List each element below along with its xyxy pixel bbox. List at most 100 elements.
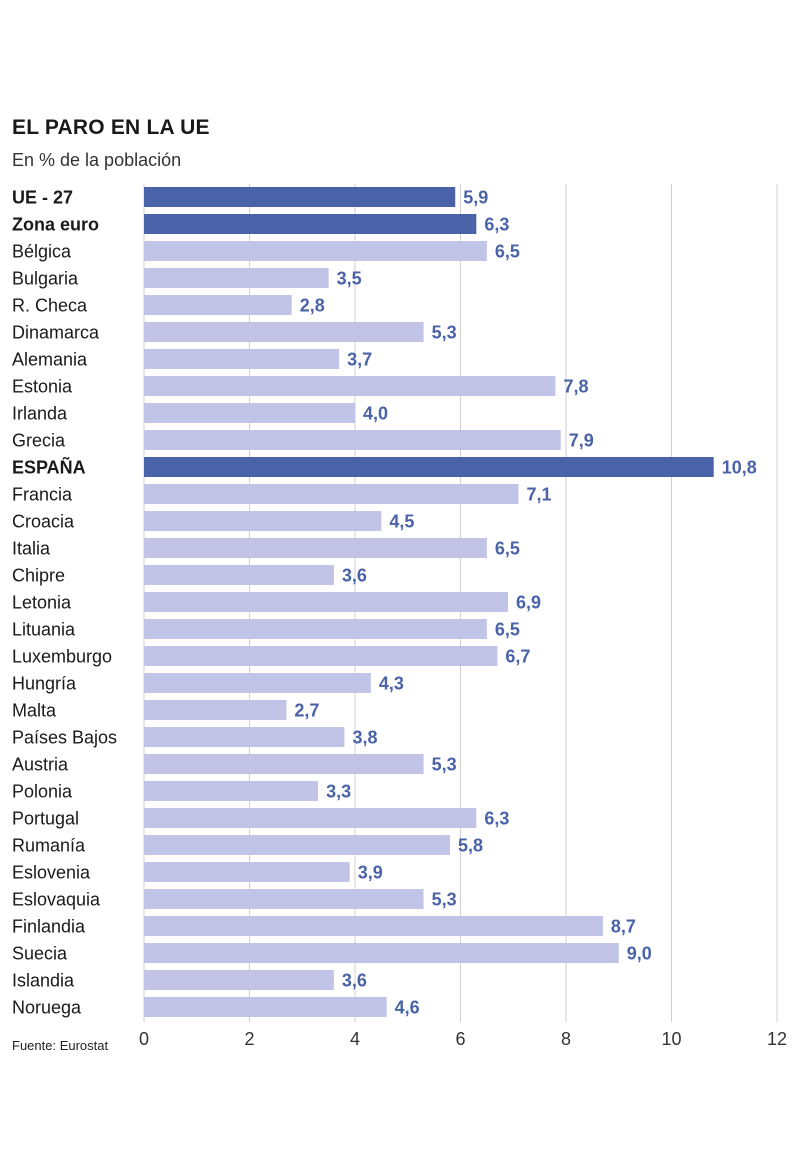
x-tick-label: 4 (350, 1029, 360, 1049)
bar (144, 322, 424, 342)
bars (144, 187, 714, 1017)
bar (144, 538, 487, 558)
value-label: 6,5 (495, 620, 520, 640)
bar (144, 889, 424, 909)
category-label: Dinamarca (12, 323, 100, 343)
category-label: Malta (12, 701, 57, 721)
chart-subtitle: En % de la población (12, 150, 182, 170)
category-label: Croacia (12, 512, 75, 532)
category-label: Lituania (12, 620, 76, 640)
value-label: 6,7 (505, 647, 530, 667)
category-label: Zona euro (12, 215, 99, 235)
category-labels: UE - 27 Zona euro Bélgica Bulgaria R. Checa D… (12, 188, 117, 1018)
bar (144, 241, 487, 261)
bar (144, 646, 498, 666)
value-label: 3,5 (337, 269, 362, 289)
value-label: 5,8 (458, 836, 483, 856)
bar (144, 754, 424, 774)
value-label: 3,6 (342, 566, 367, 586)
value-label: 5,3 (432, 890, 457, 910)
category-label: Bélgica (12, 242, 72, 262)
category-label: Francia (12, 485, 73, 505)
x-tick-label: 6 (455, 1029, 465, 1049)
category-label: Chipre (12, 566, 65, 586)
value-label: 4,6 (395, 998, 420, 1018)
category-label: Rumanía (12, 836, 86, 856)
bar (144, 187, 456, 207)
bar (144, 592, 508, 612)
bar (144, 673, 371, 693)
bar (144, 565, 334, 585)
bar (144, 916, 603, 936)
category-label: Portugal (12, 809, 79, 829)
x-tick-label: 8 (561, 1029, 571, 1049)
value-label: 6,5 (495, 242, 520, 262)
category-label: Países Bajos (12, 728, 117, 748)
value-label: 4,5 (389, 512, 414, 532)
bar (144, 997, 387, 1017)
category-label: Noruega (12, 998, 82, 1018)
value-label: 6,9 (516, 593, 541, 613)
x-tick-label: 0 (139, 1029, 149, 1049)
value-label: 7,1 (527, 485, 552, 505)
value-label: 6,3 (484, 809, 509, 829)
value-label: 5,3 (432, 755, 457, 775)
bar (144, 700, 287, 720)
category-label: UE - 27 (12, 188, 73, 208)
bar (144, 808, 477, 828)
value-label: 4,0 (363, 404, 388, 424)
value-label: 3,9 (358, 863, 383, 883)
bar (144, 781, 319, 801)
value-label: 2,8 (300, 296, 325, 316)
bar (144, 943, 619, 963)
value-label: 7,9 (569, 431, 594, 451)
bar (144, 268, 329, 288)
bar (144, 403, 355, 423)
value-label: 6,5 (495, 539, 520, 559)
category-label: Luxemburgo (12, 647, 112, 667)
category-label: R. Checa (12, 296, 88, 316)
x-tick-label: 12 (767, 1029, 787, 1049)
bar (144, 214, 477, 234)
value-label: 3,7 (347, 350, 372, 370)
category-label: Estonia (12, 377, 73, 397)
category-label: Islandia (12, 971, 75, 991)
category-label: Eslovaquia (12, 890, 101, 910)
x-axis-ticks: 0 2 4 6 8 10 12 (139, 1029, 787, 1049)
bar (144, 511, 382, 531)
value-label: 8,7 (611, 917, 636, 937)
category-label: Alemania (12, 350, 88, 370)
value-label: 7,8 (563, 377, 588, 397)
chart-title: EL PARO EN LA UE (12, 116, 210, 139)
value-label: 3,3 (326, 782, 351, 802)
bar (144, 835, 450, 855)
value-label: 10,8 (722, 458, 757, 478)
source-note: Fuente: Eurostat (12, 1038, 109, 1053)
value-label: 6,3 (484, 215, 509, 235)
bar (144, 619, 487, 639)
bar (144, 484, 519, 504)
bar (144, 349, 340, 369)
bar (144, 457, 714, 477)
category-label: ESPAÑA (12, 457, 86, 478)
category-label: Letonia (12, 593, 72, 613)
value-label: 5,3 (432, 323, 457, 343)
category-label: Bulgaria (12, 269, 79, 289)
category-label: Suecia (12, 944, 68, 964)
category-label: Finlandia (12, 917, 86, 937)
value-labels: 5,9 6,3 6,5 3,5 2,8 5,3 3,7 7,8 4,0 7,9 10,8 7,1 4,5… (294, 188, 756, 1018)
value-label: 4,3 (379, 674, 404, 694)
category-label: Eslovenia (12, 863, 91, 883)
category-label: Italia (12, 539, 51, 559)
value-label: 9,0 (627, 944, 652, 964)
bar (144, 970, 334, 990)
category-label: Polonia (12, 782, 73, 802)
category-label: Austria (12, 755, 69, 775)
bar (144, 727, 345, 747)
value-label: 5,9 (463, 188, 488, 208)
value-label: 2,7 (294, 701, 319, 721)
category-label: Grecia (12, 431, 66, 451)
bar (144, 376, 556, 396)
x-tick-label: 10 (661, 1029, 681, 1049)
